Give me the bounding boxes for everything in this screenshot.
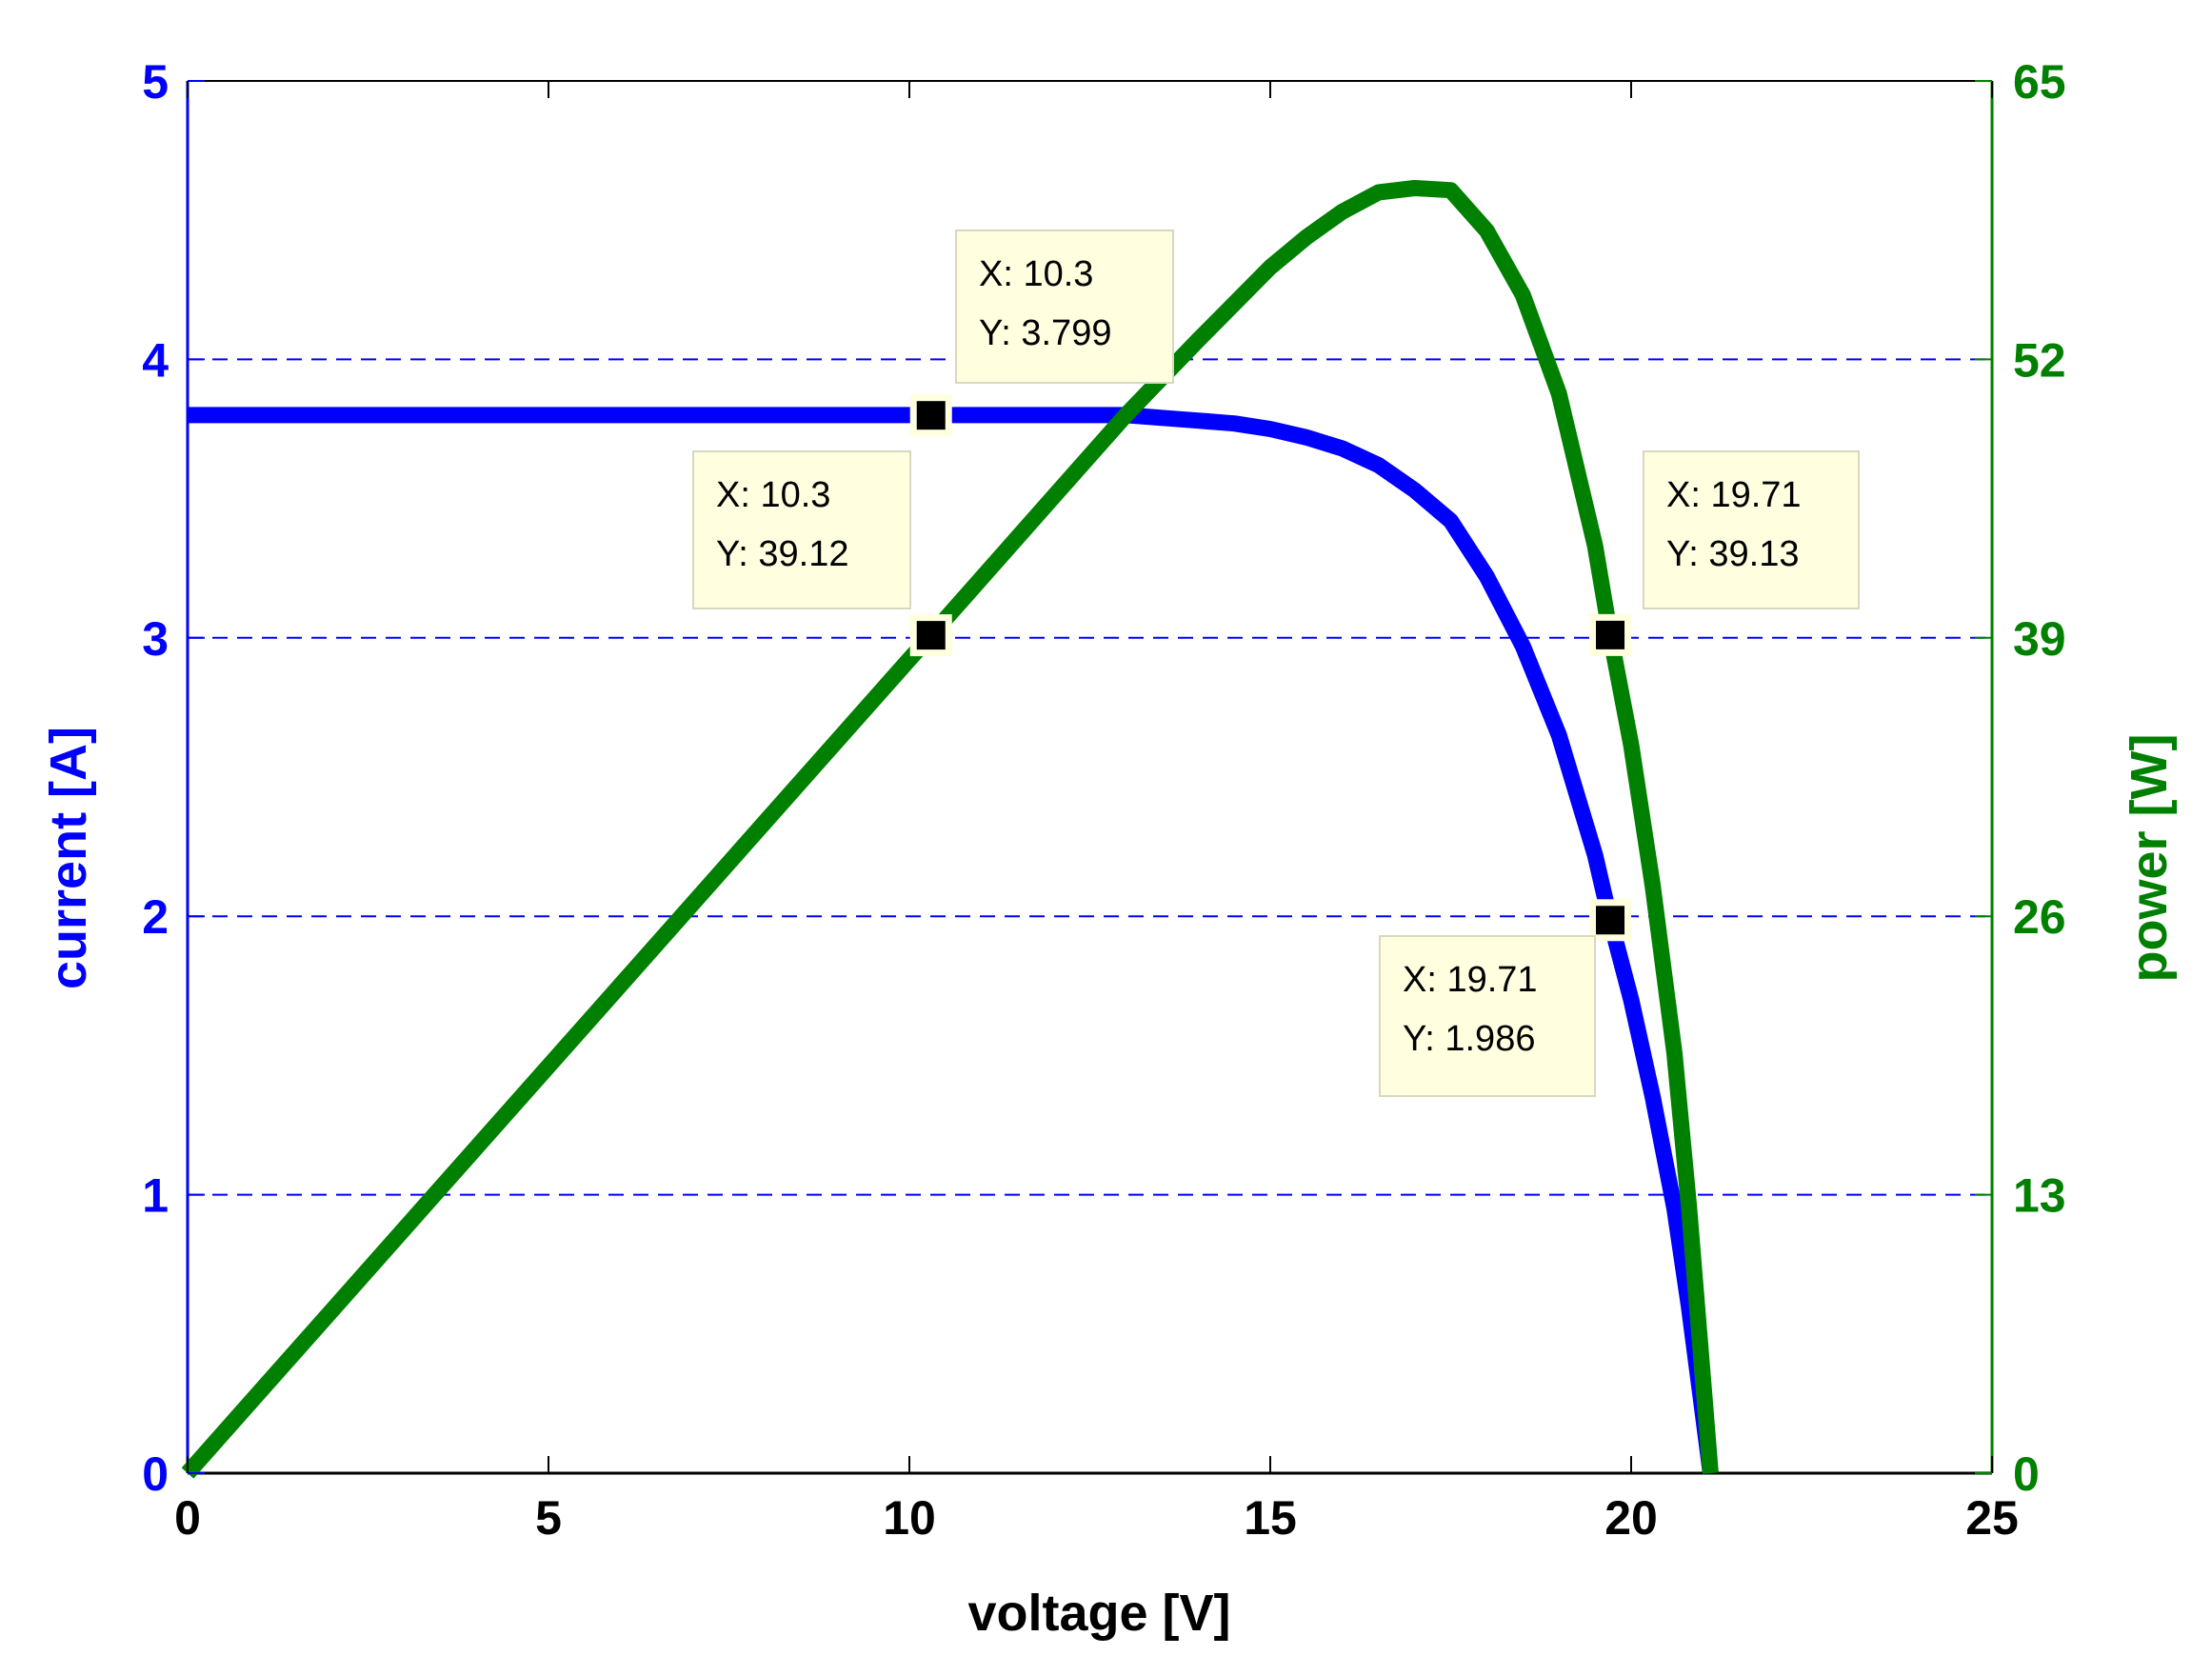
x-tick-label: 15 xyxy=(1244,1491,1297,1545)
datatip-marker xyxy=(916,621,946,650)
x-tick-label: 5 xyxy=(535,1491,562,1545)
datatip-x-text: X: 10.3 xyxy=(979,254,1093,294)
axes-frame xyxy=(186,80,1994,1475)
y-right-tick-label: 13 xyxy=(2013,1169,2066,1223)
y-right-ticks: 0 13 26 39 52 65 xyxy=(1975,55,2066,1501)
y-right-axis-label: power [W] xyxy=(2121,734,2178,983)
y-left-axis-label: current [A] xyxy=(40,727,97,989)
datatip-y-text: Y: 39.13 xyxy=(1666,534,1799,574)
y-right-tick-label: 39 xyxy=(2013,612,2066,666)
datatip-box xyxy=(955,229,1174,384)
datatip-boxes: X: 10.3 Y: 3.799 X: 10.3 Y: 39.12 X: 19.71 Y:… xyxy=(692,229,1860,1097)
x-axis-label: voltage [V] xyxy=(967,1585,1230,1642)
y-right-tick-label: 65 xyxy=(2013,55,2066,109)
series-group xyxy=(181,180,1719,1479)
y-right-tick-label: 52 xyxy=(2013,333,2066,387)
y-left-tick-label: 2 xyxy=(142,890,169,944)
datatip-marker xyxy=(1596,620,1625,649)
datatip-y-text: Y: 39.12 xyxy=(716,534,848,574)
power-curve xyxy=(181,180,1719,1479)
datatip-marker xyxy=(916,401,946,430)
current-curve xyxy=(188,407,1719,1475)
x-tick-label: 10 xyxy=(883,1491,936,1545)
x-tick-label: 20 xyxy=(1604,1491,1658,1545)
y-left-tick-label: 0 xyxy=(142,1447,169,1501)
datatip-y-text: Y: 1.986 xyxy=(1403,1019,1535,1059)
y-right-tick-label: 0 xyxy=(2013,1447,2040,1501)
datatip-box xyxy=(1643,450,1860,609)
y-left-tick-label: 3 xyxy=(142,612,169,666)
datatip-box xyxy=(1379,935,1596,1097)
datatip-x-text: X: 10.3 xyxy=(716,475,830,515)
y-left-tick-label: 1 xyxy=(142,1169,169,1223)
datatip-box xyxy=(692,450,911,609)
y-right-tick-label: 26 xyxy=(2013,890,2066,944)
x-ticks: 0 5 10 15 20 25 xyxy=(174,81,2019,1545)
datatip-x-text: X: 19.71 xyxy=(1666,475,1802,515)
y-left-ticks: 0 1 2 3 4 5 xyxy=(142,55,205,1501)
y-left-tick-label: 5 xyxy=(142,55,169,109)
x-tick-label: 0 xyxy=(174,1491,201,1545)
y-left-tick-label: 4 xyxy=(142,333,169,387)
datatip-marker xyxy=(1596,906,1625,935)
datatip-y-text: Y: 3.799 xyxy=(979,313,1111,353)
datatip-markers xyxy=(909,394,1632,942)
x-tick-label: 25 xyxy=(1965,1491,2019,1545)
datatip-x-text: X: 19.71 xyxy=(1403,960,1538,1000)
